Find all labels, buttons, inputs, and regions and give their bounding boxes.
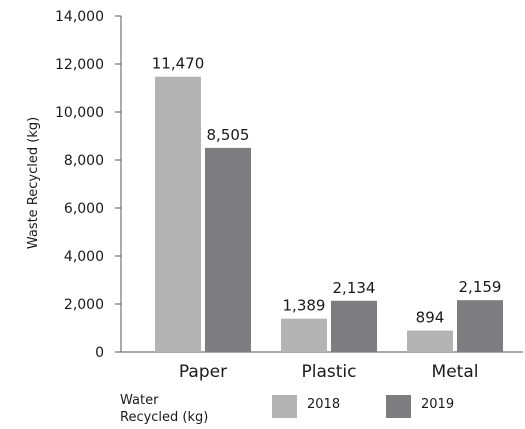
data-label-2019-plastic: 2,134: [333, 279, 376, 297]
bar-2019-metal: [457, 300, 503, 352]
bar-2018-paper: [155, 76, 201, 352]
y-tick-label: 4,000: [64, 249, 104, 265]
data-label-2018-metal: 894: [416, 309, 445, 327]
bar-2019-plastic: [331, 300, 377, 352]
legend-label-2019: 2019: [421, 397, 454, 412]
legend-swatch-2019: [386, 395, 411, 418]
legend: Water Recycled (kg) 2018 2019: [120, 393, 454, 425]
bar-2019-paper: [205, 147, 251, 352]
bar-2018-plastic: [281, 318, 327, 352]
legend-label-2018: 2018: [307, 397, 340, 412]
legend-swatch-2018: [272, 395, 297, 418]
legend-title: Water Recycled (kg): [120, 393, 208, 425]
data-label-2019-metal: 2,159: [459, 278, 502, 296]
bar-2018-metal: [407, 330, 453, 352]
data-label-2018-paper: 11,470: [152, 55, 205, 73]
data-labels: 11,470 8,505 1,389 2,134 894 2,159: [152, 55, 502, 327]
x-axis-categories: Paper Plastic Metal: [179, 362, 479, 382]
data-label-2018-plastic: 1,389: [283, 297, 326, 315]
category-label-plastic: Plastic: [302, 362, 357, 382]
legend-title-line-1: Water: [120, 393, 159, 408]
y-tick-label: 14,000: [55, 9, 104, 25]
y-axis: 0 2,000 4,000 6,000 8,000 10,000 12,000 14,000: [55, 9, 121, 361]
y-tick-label: 2,000: [64, 297, 104, 313]
y-tick-label: 6,000: [64, 201, 104, 217]
bars-group: [155, 76, 503, 352]
y-axis-label: Waste Recycled (kg): [26, 117, 41, 249]
category-label-paper: Paper: [179, 362, 227, 382]
data-label-2019-paper: 8,505: [207, 126, 250, 144]
legend-title-line-2: Recycled (kg): [120, 410, 208, 425]
category-label-metal: Metal: [432, 362, 479, 382]
y-tick-label: 0: [95, 345, 104, 361]
y-tick-label: 12,000: [55, 57, 104, 73]
y-tick-label: 10,000: [55, 105, 104, 121]
y-tick-label: 8,000: [64, 153, 104, 169]
